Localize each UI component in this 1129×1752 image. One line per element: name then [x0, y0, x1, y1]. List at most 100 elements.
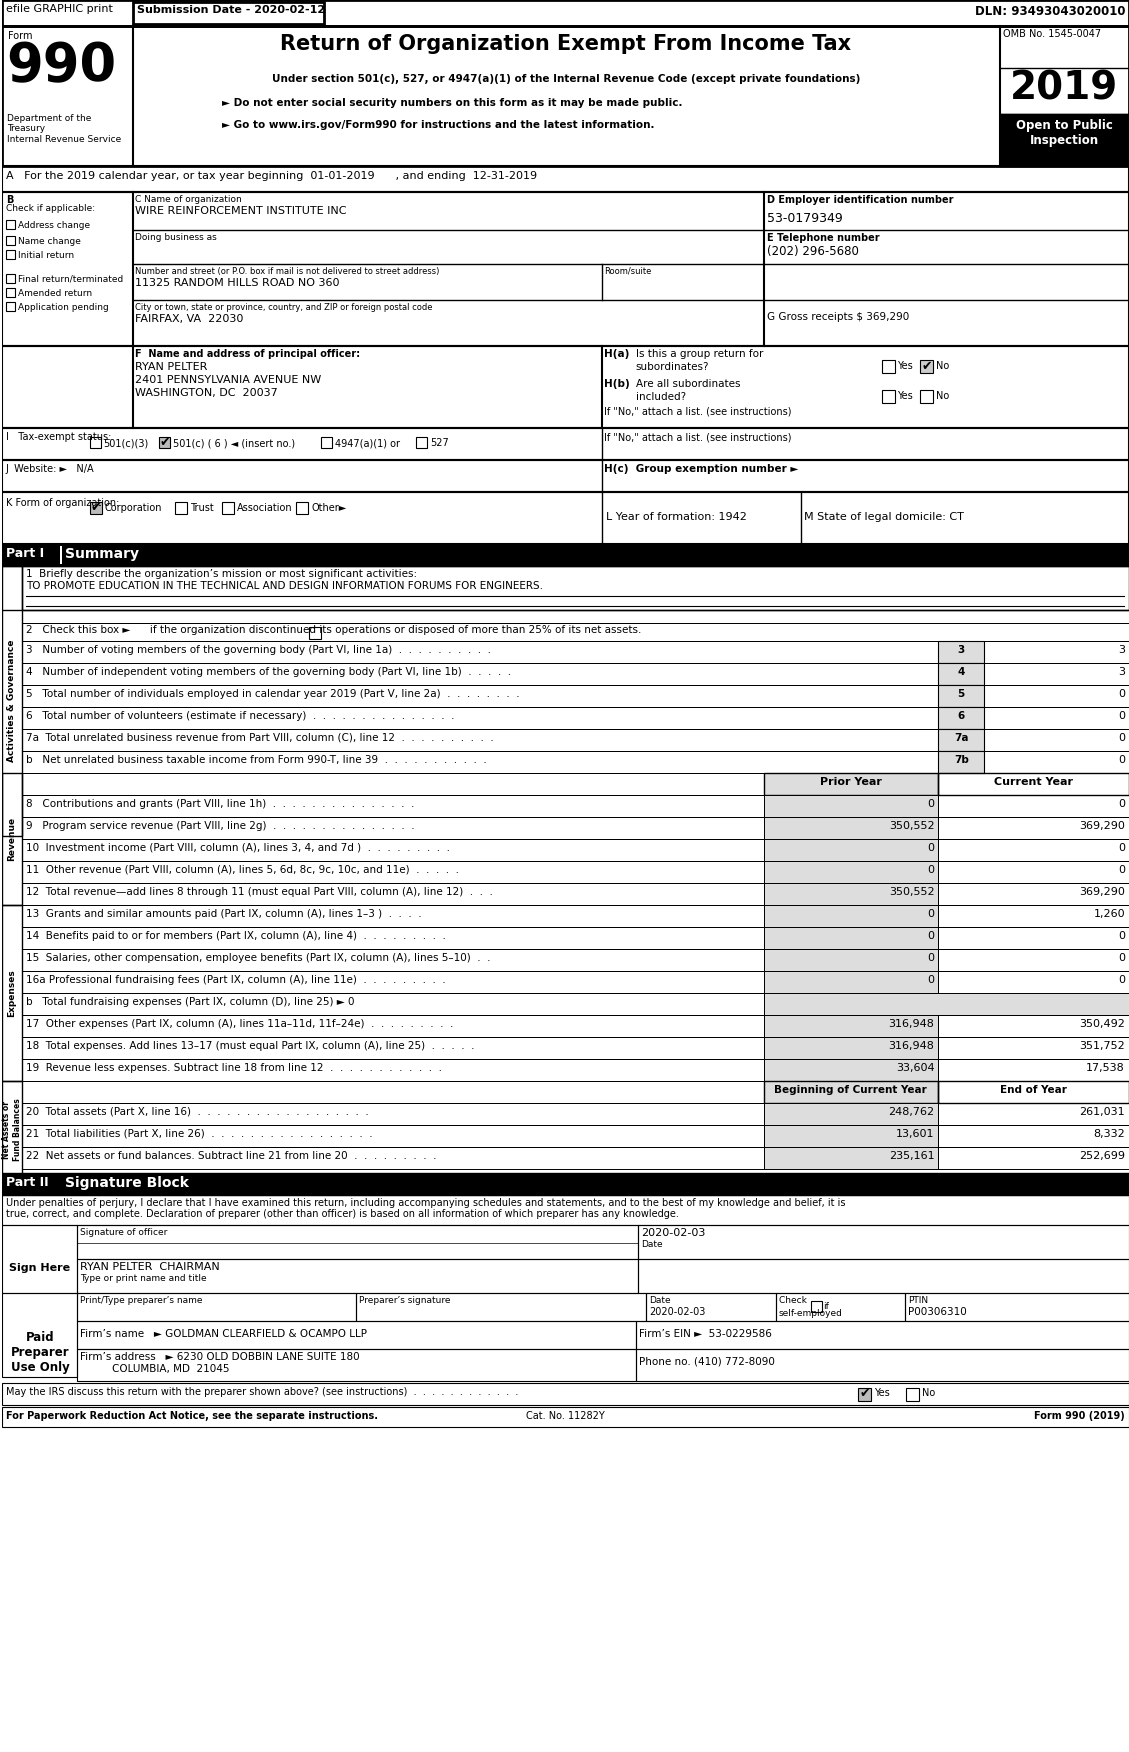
Bar [938, 1014, 1129, 1037]
Text: 351,752: 351,752 [1079, 1041, 1124, 1051]
Text: RYAN PELTER  CHAIRMAN: RYAN PELTER CHAIRMAN [80, 1261, 219, 1272]
Bar [2, 427, 1129, 461]
Text: 0: 0 [1118, 755, 1124, 766]
Text: Number and street (or P.O. box if mail is not delivered to street address): Number and street (or P.O. box if mail i… [134, 266, 439, 277]
Bar [21, 993, 763, 1014]
Text: 7a  Total unrelated business revenue from Part VIII, column (C), line 12  .  .  : 7a Total unrelated business revenue from… [26, 732, 493, 743]
Bar [6, 301, 15, 312]
Bar [938, 1104, 1129, 1125]
Bar [2, 566, 21, 836]
Text: Are all subordinates: Are all subordinates [636, 378, 741, 389]
Text: 248,762: 248,762 [889, 1107, 935, 1118]
Text: Firm’s address   ► 6230 OLD DOBBIN LANE SUITE 180: Firm’s address ► 6230 OLD DOBBIN LANE SU… [80, 1353, 359, 1361]
Bar [21, 624, 1129, 641]
Bar [21, 1037, 763, 1058]
Text: 5: 5 [957, 689, 965, 699]
Text: 501(c)(3): 501(c)(3) [103, 438, 148, 449]
Bar [297, 503, 308, 513]
Text: Firm’s EIN ►  53-0229586: Firm’s EIN ► 53-0229586 [639, 1330, 772, 1339]
Text: Summary: Summary [64, 547, 139, 561]
Bar [938, 906, 1129, 927]
Text: 6: 6 [957, 711, 965, 722]
Text: Trust: Trust [190, 503, 213, 513]
Text: 4: 4 [957, 668, 965, 676]
Text: 9   Program service revenue (Part VIII, line 2g)  .  .  .  .  .  .  .  .  .  .  : 9 Program service revenue (Part VIII, li… [26, 822, 414, 830]
Bar [763, 1148, 938, 1169]
Text: COLUMBIA, MD  21045: COLUMBIA, MD 21045 [112, 1365, 229, 1374]
Bar [938, 685, 984, 708]
Text: 12  Total revenue—add lines 8 through 11 (must equal Part VIII, column (A), line: 12 Total revenue—add lines 8 through 11 … [26, 887, 492, 897]
Bar [776, 1293, 905, 1321]
Text: 527: 527 [430, 438, 449, 449]
Text: 8,332: 8,332 [1093, 1128, 1124, 1139]
Bar [21, 708, 938, 729]
Bar [763, 1037, 938, 1058]
Text: OMB No. 1545-0047: OMB No. 1545-0047 [1004, 30, 1102, 39]
Text: Yes: Yes [898, 361, 913, 371]
Text: For Paperwork Reduction Act Notice, see the separate instructions.: For Paperwork Reduction Act Notice, see … [6, 1410, 378, 1421]
Bar [21, 1125, 763, 1148]
Text: Date: Date [641, 1240, 663, 1249]
Text: 316,948: 316,948 [889, 1041, 935, 1051]
Text: 11  Other revenue (Part VIII, column (A), lines 5, 6d, 8c, 9c, 10c, and 11e)  . : 11 Other revenue (Part VIII, column (A),… [26, 865, 458, 874]
Bar [77, 1225, 638, 1260]
Text: 17  Other expenses (Part IX, column (A), lines 11a–11d, 11f–24e)  .  .  .  .  . : 17 Other expenses (Part IX, column (A), … [26, 1020, 453, 1028]
Bar [811, 1302, 822, 1312]
Text: ✔: ✔ [921, 359, 931, 373]
Bar [2, 1174, 1129, 1195]
Bar [322, 436, 332, 449]
Text: Form 990 (2019): Form 990 (2019) [1034, 1410, 1124, 1421]
Bar [21, 662, 938, 685]
Text: Beginning of Current Year: Beginning of Current Year [774, 1084, 927, 1095]
Text: If "No," attach a list. (see instructions): If "No," attach a list. (see instruction… [604, 406, 791, 417]
Text: 4947(a)(1) or: 4947(a)(1) or [335, 438, 401, 449]
Text: FAIRFAX, VA  22030: FAIRFAX, VA 22030 [134, 314, 243, 324]
Text: b   Net unrelated business taxable income from Form 990-T, line 39  .  .  .  .  : b Net unrelated business taxable income … [26, 755, 487, 766]
Text: 369,290: 369,290 [1079, 822, 1124, 830]
Bar [984, 662, 1129, 685]
Bar [938, 1125, 1129, 1148]
Text: 3: 3 [1118, 668, 1124, 676]
Bar [2, 193, 1129, 345]
Bar [984, 708, 1129, 729]
Text: 20  Total assets (Part X, line 16)  .  .  .  .  .  .  .  .  .  .  .  .  .  .  . : 20 Total assets (Part X, line 16) . . . … [26, 1107, 369, 1118]
Text: 6   Total number of volunteers (estimate if necessary)  .  .  .  .  .  .  .  .  : 6 Total number of volunteers (estimate i… [26, 711, 454, 722]
Text: Activities & Governance: Activities & Governance [8, 639, 17, 762]
Text: 3: 3 [1118, 645, 1124, 655]
Text: ✔: ✔ [859, 1388, 870, 1400]
Bar [905, 1293, 1129, 1321]
Text: self-employed: self-employed [779, 1309, 842, 1318]
Bar [938, 950, 1129, 971]
Text: H(b): H(b) [604, 378, 630, 389]
Text: 7b: 7b [954, 755, 969, 766]
Bar [2, 773, 21, 906]
Text: 0: 0 [1118, 843, 1124, 853]
Text: 990: 990 [6, 40, 116, 93]
Text: 501(c) ( 6 ) ◄ (insert no.): 501(c) ( 6 ) ◄ (insert no.) [173, 438, 295, 449]
Text: 2   Check this box ►      if the organization discontinued its operations or dis: 2 Check this box ► if the organization d… [26, 625, 641, 634]
Bar [938, 1058, 1129, 1081]
Text: 0: 0 [927, 865, 935, 874]
Bar [763, 950, 938, 971]
Text: Expenses: Expenses [8, 969, 17, 1016]
Bar [2, 345, 1129, 427]
Text: if: if [823, 1302, 830, 1310]
Text: Phone no. (410) 772-8090: Phone no. (410) 772-8090 [639, 1358, 774, 1367]
Text: Net Assets or
Fund Balances: Net Assets or Fund Balances [2, 1099, 21, 1162]
Bar [2, 461, 1129, 492]
Bar [159, 436, 169, 449]
Text: H(a): H(a) [604, 349, 629, 359]
Bar [21, 641, 938, 662]
Bar [763, 993, 1129, 1014]
Text: Return of Organization Exempt From Income Tax: Return of Organization Exempt From Incom… [280, 33, 851, 54]
Text: 252,699: 252,699 [1079, 1151, 1124, 1162]
Bar [21, 1081, 763, 1104]
Bar [221, 503, 234, 513]
Text: 33,604: 33,604 [895, 1063, 935, 1072]
Bar [636, 1349, 1129, 1381]
Bar [763, 1104, 938, 1125]
Text: 350,492: 350,492 [1079, 1020, 1124, 1028]
Bar [21, 883, 763, 906]
Text: 0: 0 [1118, 711, 1124, 722]
Bar [21, 752, 938, 773]
